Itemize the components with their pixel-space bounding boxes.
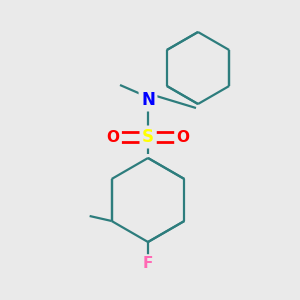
Text: F: F: [143, 256, 153, 272]
Text: S: S: [142, 128, 154, 146]
Text: O: O: [106, 130, 119, 145]
Text: N: N: [141, 91, 155, 109]
Text: O: O: [176, 130, 190, 145]
